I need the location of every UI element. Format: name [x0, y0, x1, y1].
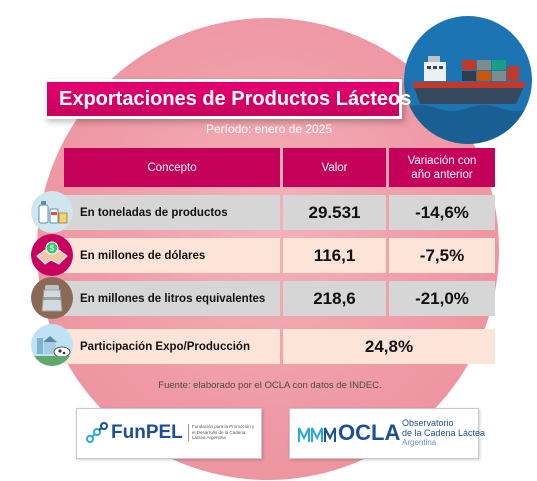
milk-can-icon [31, 277, 73, 319]
row-label: En toneladas de productos [64, 195, 280, 230]
row-variation: -7,5% [389, 238, 495, 273]
funpel-name: FunPEL [111, 422, 183, 443]
row-value: 24,8% [283, 329, 495, 364]
svg-text:$: $ [50, 244, 55, 253]
ocla-subtitle-2: de la Cadena Láctea [402, 428, 486, 438]
row-label: En millones de litros equivalentes [64, 281, 280, 316]
header-value: Valor [283, 148, 386, 187]
ocla-subtitle-3: Argentina [402, 438, 437, 447]
cargo-ship-icon [404, 16, 532, 144]
ocla-name: OCLA [338, 420, 401, 445]
header-variation: Variación con año anterior [389, 148, 495, 187]
row-value: 218,6 [283, 281, 386, 316]
header-variation-line1: Variación con [407, 154, 477, 167]
dairy-products-icon [31, 191, 73, 233]
period-label: Período: enero de 2025 [205, 122, 333, 136]
source-note: Fuente: elaborado por el OCLA con datos … [158, 380, 382, 391]
row-variation: -21,0% [389, 281, 495, 316]
ocla-logo: OCLA Observatorio de la Cadena Láctea Ar… [289, 408, 485, 459]
dairy-farm-icon [31, 324, 73, 366]
funpel-tagline: Fundación para la Promoción y el Desarro… [188, 424, 258, 441]
row-label: En millones de dólares [64, 238, 280, 273]
header-variation-line2: año anterior [411, 168, 473, 181]
money-handshake-icon: $ [31, 234, 73, 276]
row-value: 29.531 [283, 195, 386, 230]
page-title: Exportaciones de Productos Lácteos [44, 79, 411, 119]
row-variation: -14,6% [389, 195, 495, 230]
row-value: 116,1 [283, 238, 386, 273]
ocla-subtitle-1: Observatorio [402, 418, 454, 428]
ocla-wave-icon [298, 427, 336, 442]
row-label: Participación Expo/Producción [64, 329, 280, 364]
header-concept: Concepto [64, 148, 280, 187]
funpel-logo: FunPEL Fundación para la Promoción y el … [76, 408, 262, 459]
funpel-mark-icon [86, 422, 108, 443]
